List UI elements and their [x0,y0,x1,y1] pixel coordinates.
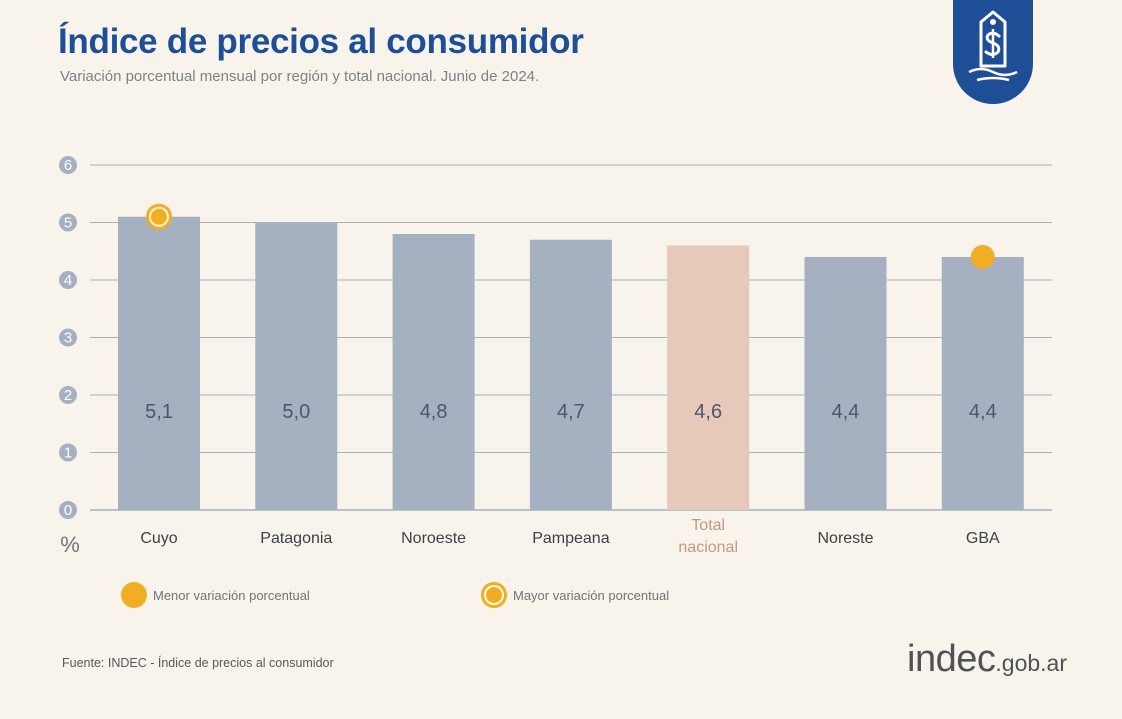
x-tick-label: Pampeana [532,530,609,547]
y-tick-label: 5 [64,215,72,232]
y-tick-label: 3 [64,330,72,347]
bar [804,257,887,510]
y-tick-bubble [59,156,77,174]
bar [118,216,200,510]
max-marker-icon [481,582,507,608]
x-tick-label: Cuyo [140,530,177,547]
y-axis-unit: % [60,532,80,557]
y-tick-bubble [59,443,77,462]
x-tick-label: Noroeste [401,530,466,547]
x-tick-label: Total [691,517,725,534]
y-tick-bubble [59,213,77,232]
legend-item-max: Mayor variación porcentual [481,582,669,608]
bar [255,222,338,510]
y-tick-bubble [59,328,77,347]
min-marker-icon [121,582,147,608]
page-subtitle: Variación porcentual mensual por región … [60,68,540,85]
legend-label-min: Menor variación porcentual [153,587,310,603]
y-tick-label: 6 [64,157,72,174]
bar-value-label: 4,4 [969,401,997,423]
bar-value-label: 5,1 [145,401,173,423]
y-tick-bubble [59,271,77,289]
indec-logo: indec.gob.ar [907,638,1067,681]
bar [941,257,1024,510]
bar-value-label: 5,0 [282,401,310,423]
bar-value-label: 4,7 [557,401,585,423]
source-note: Fuente: INDEC - Índice de precios al con… [62,656,334,670]
page-title: Índice de precios al consumidor [58,22,584,61]
brand-domain: .gob.ar [995,650,1067,676]
bar [392,234,475,510]
legend-label-max: Mayor variación porcentual [513,587,670,603]
price-tag-dollar-icon [953,0,1033,104]
brand-name: indec [907,638,996,680]
y-tick-label: 2 [64,387,72,404]
min-marker [970,245,995,269]
bar-value-label: 4,8 [420,401,448,423]
y-tick-label: 0 [64,502,72,519]
x-tick-label: Noreste [817,530,873,547]
x-tick-label: GBA [966,530,1000,547]
x-tick-label: Patagonia [260,530,332,547]
max-marker-ring [149,206,169,227]
bar [667,245,750,510]
bar [529,239,612,510]
y-tick-label: 4 [64,272,72,289]
legend-item-min: Menor variación porcentual [121,582,310,608]
y-tick-label: 1 [64,445,72,462]
y-tick-bubble [59,386,77,404]
y-tick-bubble [59,501,77,519]
x-tick-label: nacional [678,539,738,556]
bar-value-label: 4,4 [832,401,860,423]
bar-value-label: 4,6 [694,401,722,423]
